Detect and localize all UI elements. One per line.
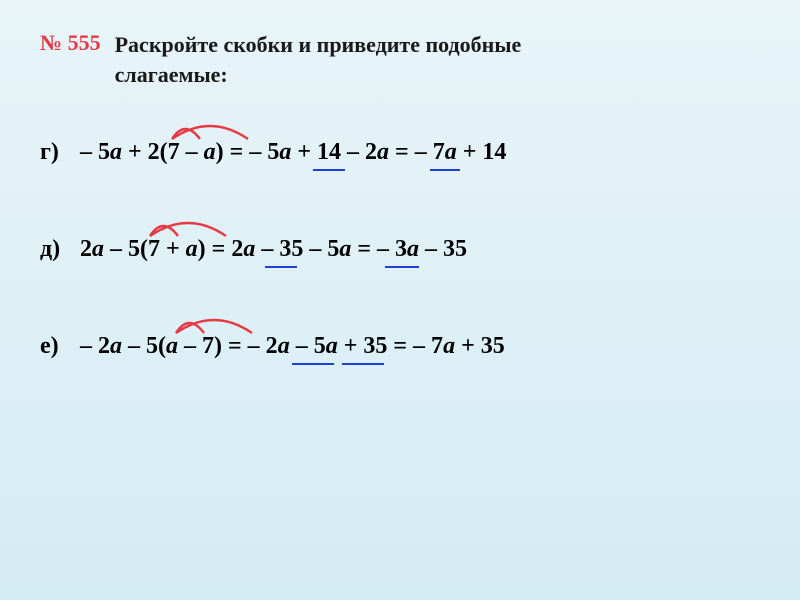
arc-small-g: [170, 117, 210, 141]
equation-row-e: е) – 2a – 5(a – 7) = – 2a – 5a + 35 = – …: [40, 333, 760, 360]
equation-row-g: г) – 5a + 2(7 – a) = – 5a + 14 – 2a = – …: [40, 139, 760, 166]
e-p5: – 5: [290, 333, 326, 359]
d-p1: 2: [80, 236, 92, 262]
underline-d-1: [265, 266, 297, 268]
e-p3: – 7): [178, 333, 222, 359]
g-v2: a: [204, 139, 216, 165]
expression-d: 2a – 5(7 + a) = 2a – 35 – 5a = – 3a – 35: [80, 236, 467, 263]
e-p6: = – 7: [387, 333, 443, 359]
title-line2: слагаемые:: [115, 62, 228, 87]
e-v1: a: [110, 333, 122, 359]
d-v1: a: [92, 236, 104, 262]
e-p2: – 5(: [122, 333, 166, 359]
d-p6: = – 3: [351, 236, 407, 262]
g-p3: ): [216, 139, 224, 165]
arc-big-g: [170, 117, 260, 141]
row-label-d: д): [40, 236, 68, 263]
e-p7: + 35: [455, 333, 505, 359]
d-p4: = 2: [206, 236, 244, 262]
d-p3: ): [198, 236, 206, 262]
g-v5: a: [445, 139, 457, 165]
e-v2: a: [166, 333, 178, 359]
g-p2: + 2(7 –: [122, 139, 204, 165]
arc-small-d: [148, 214, 188, 238]
d-v5: a: [407, 236, 419, 262]
e-v3: a: [278, 333, 290, 359]
d-v2: a: [186, 236, 198, 262]
g-v4: a: [377, 139, 389, 165]
d-p2: – 5(7 +: [104, 236, 186, 262]
d-p5: – 35 – 5: [255, 236, 339, 262]
underline-g-1: [313, 169, 345, 171]
underline-g-2: [430, 169, 460, 171]
d-p7: – 35: [419, 236, 467, 262]
expression-e: – 2a – 5(a – 7) = – 2a – 5a + 35 = – 7a …: [80, 333, 505, 360]
e-v5: a: [443, 333, 455, 359]
g-v1: a: [110, 139, 122, 165]
arc-small-e: [174, 311, 214, 335]
d-v3: a: [243, 236, 255, 262]
e-v4: a: [326, 333, 338, 359]
title-line1: Раскройте скобки и приведите подобные: [115, 32, 522, 57]
row-label-e: е): [40, 333, 68, 360]
g-p1: – 5: [80, 139, 110, 165]
equation-row-d: д) 2a – 5(7 + a) = 2a – 35 – 5a = – 3a –…: [40, 236, 760, 263]
d-v4: a: [339, 236, 351, 262]
expression-g: – 5a + 2(7 – a) = – 5a + 14 – 2a = – 7a …: [80, 139, 506, 166]
e-p5b: + 35: [338, 333, 388, 359]
problem-number: № 555: [40, 30, 101, 56]
g-p6: = – 7: [389, 139, 445, 165]
underline-e-1: [292, 363, 334, 365]
g-p4: = – 5: [224, 139, 280, 165]
underline-e-2: [342, 363, 384, 365]
g-p7: + 14: [457, 139, 507, 165]
e-p1: – 2: [80, 333, 110, 359]
underline-d-2: [385, 266, 419, 268]
arc-big-d: [148, 214, 238, 238]
g-p5: + 14 – 2: [291, 139, 377, 165]
e-p4: = – 2: [222, 333, 278, 359]
page-title: Раскройте скобки и приведите подобные сл…: [115, 30, 522, 89]
row-label-g: г): [40, 139, 68, 166]
g-v3: a: [279, 139, 291, 165]
arc-big-e: [174, 311, 264, 335]
